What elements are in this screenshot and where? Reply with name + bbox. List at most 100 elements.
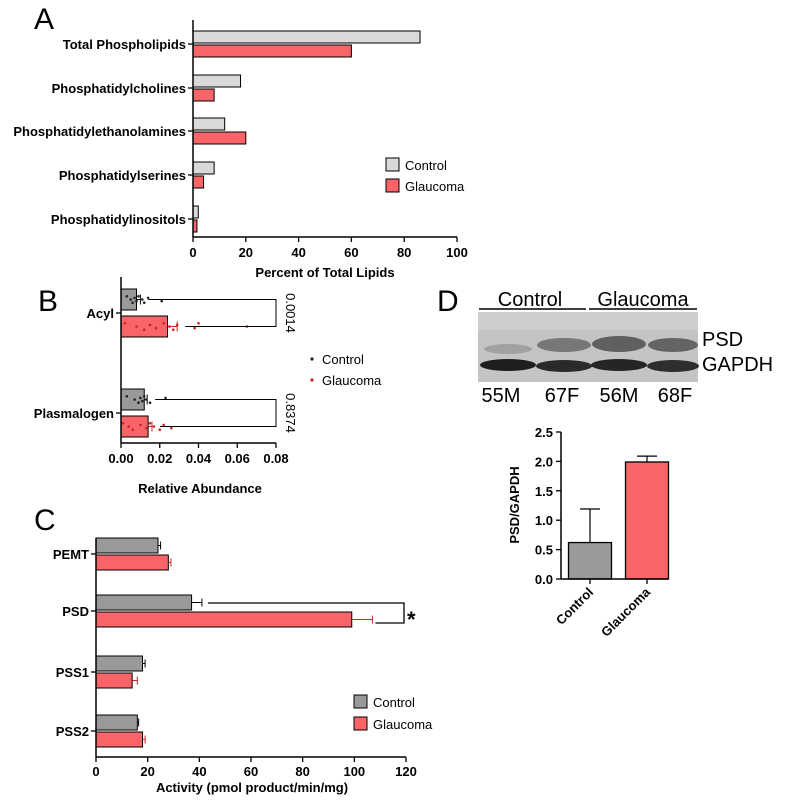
x-tick-label: 20 — [140, 764, 154, 779]
x-tick-label: 60 — [244, 764, 258, 779]
y-tick-label: 0.0 — [535, 572, 553, 587]
psd-band-67f — [537, 338, 591, 352]
category-label-acyl: Acyl — [87, 306, 114, 321]
data-point — [137, 295, 140, 298]
blot-sample-56m: 56M — [600, 385, 639, 407]
data-point — [141, 298, 144, 301]
blot-sample-68f: 68F — [658, 385, 692, 407]
category-label-phosphatidylcholines: Phosphatidylcholines — [52, 81, 186, 96]
y-tick-label: 0.5 — [535, 543, 553, 558]
x-tick-label: 0 — [189, 245, 196, 260]
data-point — [197, 322, 200, 325]
bar-glaucoma — [624, 461, 670, 580]
data-point — [131, 428, 134, 432]
bar-control-psd — [95, 594, 193, 611]
x-tick-label-control: Control — [553, 585, 596, 628]
data-point — [125, 395, 129, 398]
data-point — [142, 395, 146, 398]
data-point — [154, 326, 158, 330]
bar-control-pss2 — [95, 714, 138, 731]
gapdh-band-68f — [647, 360, 699, 372]
x-tick-label: 40 — [192, 764, 206, 779]
bar-control-pemt — [95, 537, 159, 554]
bar-control-total-phospholipids — [192, 30, 421, 44]
category-label-total-phospholipids: Total Phospholipids — [63, 37, 186, 52]
data-point — [141, 399, 144, 403]
data-point — [133, 398, 136, 401]
blot-band-gapdh: GAPDH — [702, 354, 773, 376]
x-tick-label: 40 — [291, 245, 305, 260]
data-point — [168, 325, 171, 328]
data-point — [142, 328, 146, 332]
significance-bracket — [148, 299, 277, 327]
data-point — [121, 422, 125, 425]
data-point — [164, 396, 167, 400]
category-label-pss2: PSS2 — [56, 724, 89, 739]
gapdh-band-55m — [480, 359, 536, 371]
blot-top-haze — [478, 312, 698, 330]
blot-group-control: Control — [498, 289, 562, 311]
legend-swatch-glaucoma — [353, 716, 368, 731]
data-point — [162, 322, 165, 325]
y-tick-label: 2.5 — [535, 425, 553, 440]
bar-glaucoma-plasmalogen — [120, 415, 149, 438]
chart-a: Total Phospholipids Phosphatidylcholines P… — [13, 20, 468, 280]
bar-glaucoma-phosphatidylcholines — [192, 88, 215, 102]
x-tick-label: 0.08 — [263, 451, 288, 466]
legend-label-glaucoma: Glaucoma — [322, 373, 382, 388]
panel-letter-c: C — [34, 504, 56, 537]
panel-letter-a: A — [34, 3, 54, 36]
bar-control-phosphatidylinositols — [192, 205, 199, 219]
blot-group-glaucoma: Glaucoma — [597, 289, 689, 311]
category-label-psd: PSD — [62, 604, 89, 619]
legend-label-glaucoma: Glaucoma — [405, 179, 465, 194]
data-point — [139, 423, 142, 427]
data-point — [135, 325, 138, 328]
chart-d: Control Glaucoma 0.0 0.5 1.0 1.5 2.0 2.5 PSD/GAP… — [507, 425, 670, 640]
data-point — [135, 299, 138, 303]
x-axis-label: Relative Abundance — [138, 481, 262, 496]
category-label-phosphatidylserines: Phosphatidylserines — [59, 168, 186, 183]
legend-label-control: Control — [405, 158, 447, 173]
data-point — [175, 323, 179, 327]
bar-control-phosphatidylethanolamines — [192, 117, 226, 131]
category-label-plasmalogen: Plasmalogen — [34, 406, 114, 421]
data-point — [158, 428, 162, 432]
bar-control-phosphatidylcholines — [192, 74, 242, 88]
y-tick-label: 1.5 — [535, 484, 553, 499]
x-tick-label: 120 — [395, 764, 417, 779]
y-tick-label: 1.0 — [535, 513, 553, 528]
data-point — [137, 401, 140, 405]
y-axis-label: PSD/GAPDH — [507, 466, 522, 543]
significance-bracket — [155, 399, 277, 427]
data-point — [131, 301, 134, 305]
data-point — [127, 425, 131, 428]
bar-glaucoma-pss1 — [95, 672, 133, 689]
gapdh-band-56m — [591, 359, 647, 371]
x-tick-label: 100 — [343, 764, 365, 779]
p-value: 0.8374 — [283, 393, 298, 433]
bar-glaucoma-pss2 — [95, 731, 143, 748]
x-tick-label: 0.00 — [108, 451, 133, 466]
category-label-phosphatidylinositols: Phosphatidylinositols — [51, 212, 186, 227]
data-point — [146, 296, 150, 300]
panel-letter-b: B — [38, 285, 58, 318]
bar-glaucoma-acyl — [120, 315, 168, 338]
legend-marker-control — [310, 357, 314, 361]
x-tick-label: 0 — [92, 764, 99, 779]
data-point — [144, 398, 148, 401]
p-value: 0.0014 — [283, 293, 298, 333]
data-point — [139, 396, 142, 400]
data-point — [142, 301, 146, 305]
data-point — [160, 299, 163, 303]
legend-marker-glaucoma — [310, 378, 314, 382]
psd-band-55m — [484, 344, 532, 354]
x-tick-label: 0.04 — [186, 451, 212, 466]
x-axis-label: Percent of Total Lipids — [255, 265, 394, 280]
x-tick-label: 0.02 — [147, 451, 172, 466]
data-point — [162, 423, 165, 427]
data-point — [144, 426, 148, 430]
legend-label-control: Control — [322, 352, 364, 367]
bar-glaucoma-psd — [95, 611, 353, 628]
significance-star: * — [407, 607, 416, 632]
